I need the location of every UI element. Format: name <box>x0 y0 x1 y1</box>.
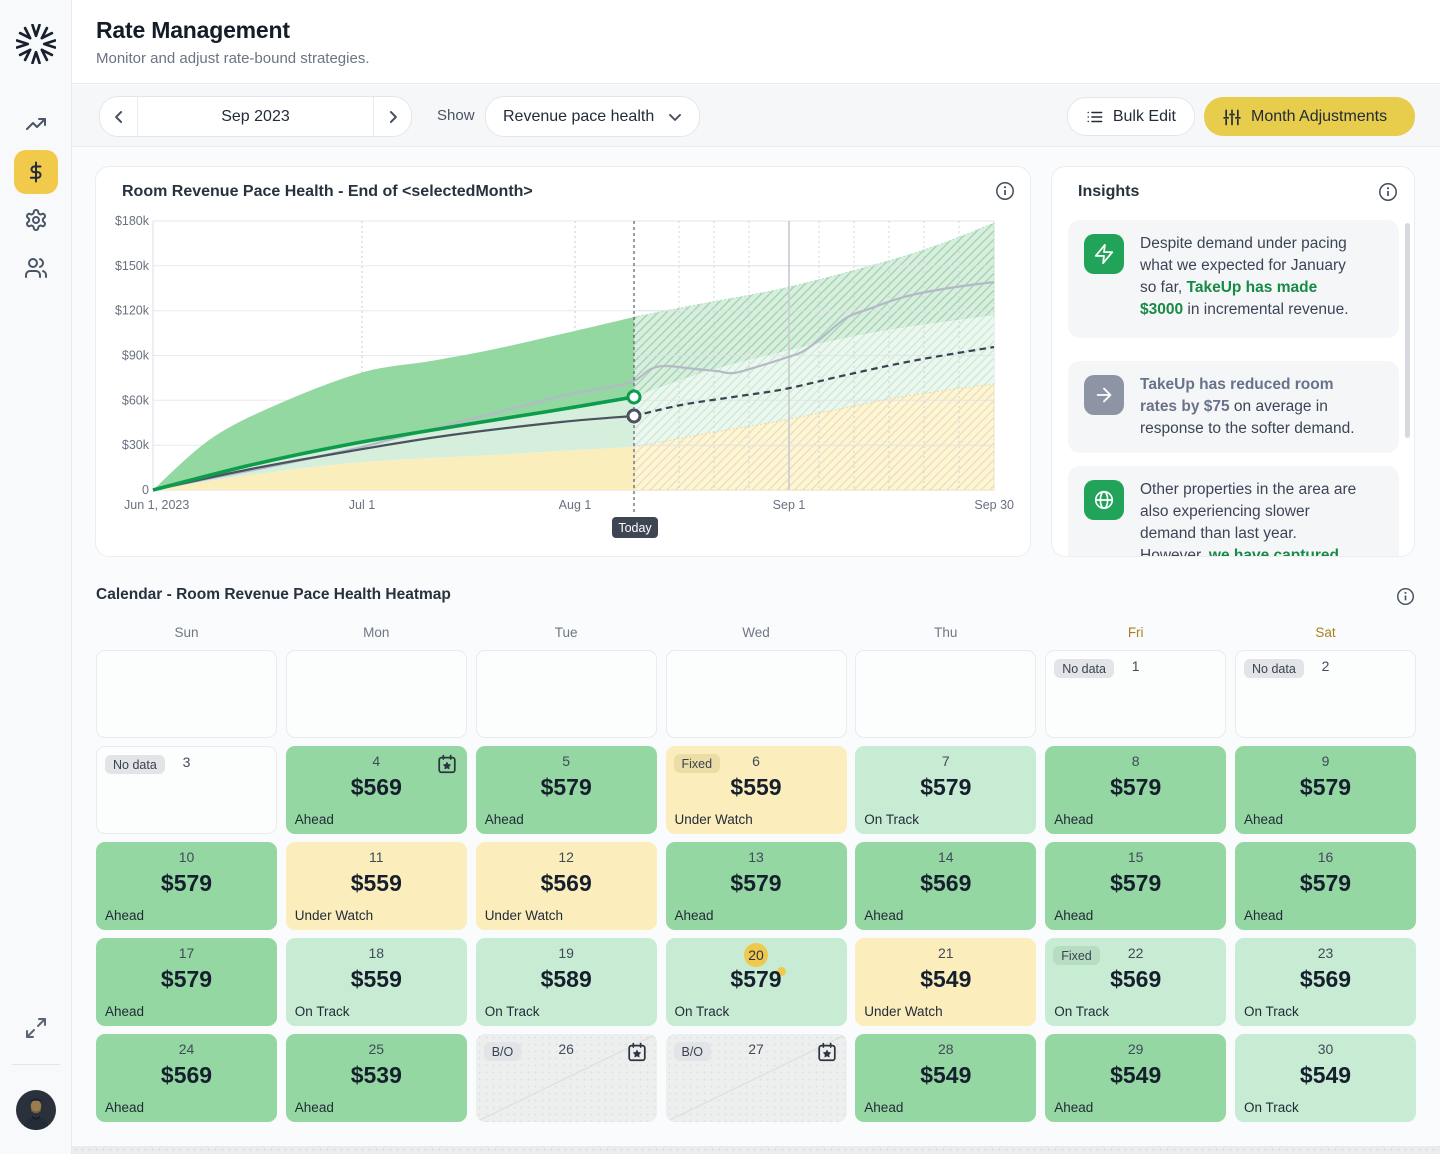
svg-text:Jul 1: Jul 1 <box>349 498 375 512</box>
svg-text:Sep 30: Sep 30 <box>974 498 1014 512</box>
svg-text:Today: Today <box>618 521 652 535</box>
svg-text:Aug 1: Aug 1 <box>559 498 592 512</box>
svg-text:Sep 1: Sep 1 <box>773 498 806 512</box>
svg-text:$60k: $60k <box>122 393 150 407</box>
svg-text:Jun 1, 2023: Jun 1, 2023 <box>124 498 189 512</box>
svg-text:$90k: $90k <box>122 349 150 363</box>
svg-text:0: 0 <box>142 483 149 497</box>
svg-text:$30k: $30k <box>122 438 150 452</box>
svg-text:$150k: $150k <box>115 259 150 273</box>
svg-text:$120k: $120k <box>115 304 150 318</box>
svg-text:$180k: $180k <box>115 214 150 228</box>
